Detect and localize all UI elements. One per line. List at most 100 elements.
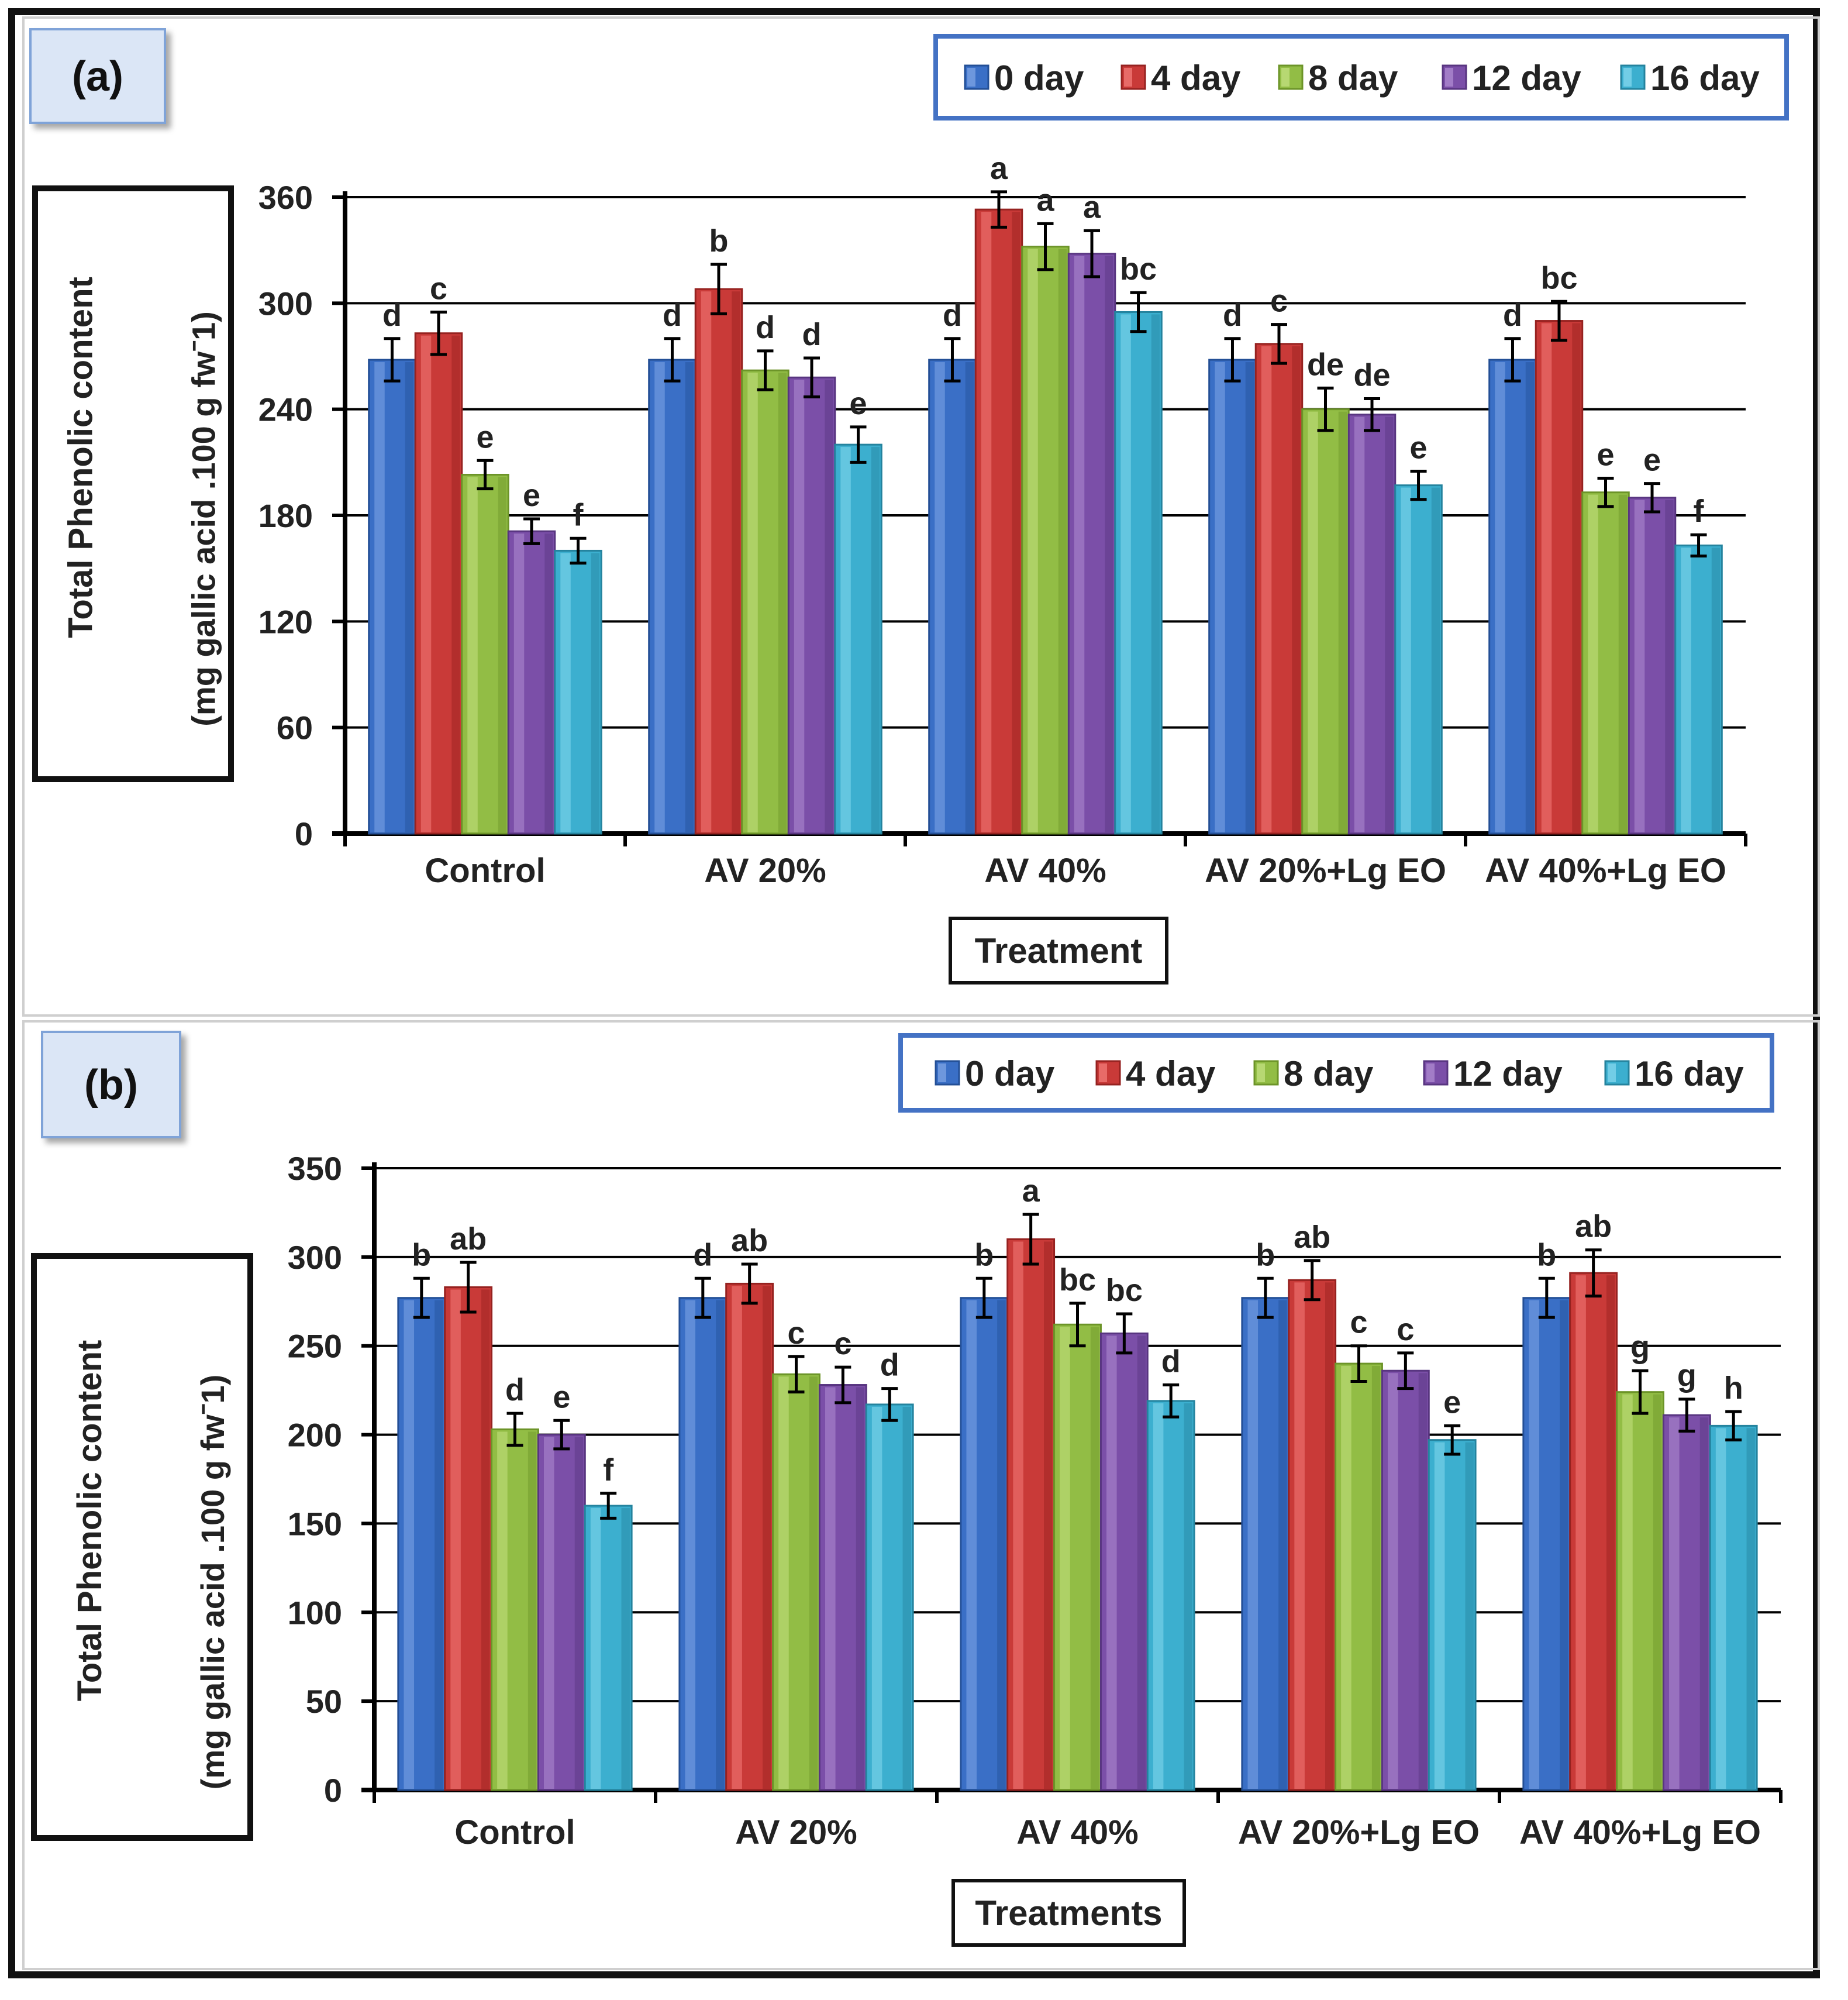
- significance-letter: d: [802, 317, 822, 352]
- bar-highlight: [685, 1300, 696, 1789]
- bar-shade: [1184, 1403, 1192, 1789]
- significance-letter: e: [476, 419, 494, 455]
- bar-highlight: [840, 447, 851, 832]
- bar-highlight: [966, 1300, 977, 1789]
- bar-highlight: [1106, 1335, 1117, 1789]
- bar-shade: [1418, 1373, 1428, 1789]
- significance-letter: f: [573, 497, 584, 532]
- significance-letter: de: [1353, 358, 1390, 393]
- y-tick-label: 250: [288, 1328, 342, 1365]
- legend-swatch-highlight: [1623, 68, 1632, 87]
- y-tick-label: 50: [306, 1683, 342, 1720]
- bar-highlight: [732, 1286, 742, 1789]
- bar-highlight: [450, 1289, 461, 1789]
- x-tick-label: AV 20%+Lg EO: [1205, 852, 1446, 890]
- legend-swatch-highlight: [1608, 1063, 1616, 1082]
- significance-letter: e: [1597, 438, 1614, 473]
- panel-label-box: [41, 1031, 181, 1138]
- bar-highlight: [1529, 1300, 1540, 1789]
- x-tick-label: Control: [454, 1813, 575, 1851]
- legend-swatch-highlight: [967, 68, 975, 87]
- significance-letter: d: [1161, 1344, 1181, 1379]
- panel-b-frame: [22, 1020, 1820, 1970]
- bar-shade: [1385, 416, 1394, 832]
- significance-letter: e: [1410, 430, 1428, 465]
- bar-highlight: [1294, 1282, 1305, 1789]
- significance-letter: de: [1307, 347, 1344, 382]
- bar-highlight: [1153, 1403, 1164, 1789]
- significance-letter: e: [1643, 443, 1661, 478]
- significance-letter: g: [1677, 1358, 1697, 1393]
- significance-letter: c: [430, 271, 447, 306]
- significance-letter: e: [850, 386, 867, 421]
- bar-shade: [1665, 500, 1674, 832]
- bar-highlight: [1669, 1417, 1680, 1789]
- bar-shade: [1151, 314, 1160, 832]
- significance-letter: f: [1694, 494, 1705, 529]
- x-tick-label: AV 20%+Lg EO: [1238, 1813, 1480, 1851]
- bar-shade: [1338, 411, 1347, 832]
- bar-shade: [732, 291, 740, 833]
- bar-highlight: [544, 1437, 554, 1789]
- y-tick-label: 200: [288, 1417, 342, 1454]
- bar-shade: [1431, 487, 1440, 832]
- legend-label: 0 day: [994, 58, 1084, 98]
- bar-highlight: [1634, 500, 1645, 832]
- legend-label: 4 day: [1126, 1054, 1216, 1093]
- significance-letter: e: [1443, 1385, 1461, 1420]
- bar-shade: [1044, 1241, 1053, 1789]
- bar-highlight: [1622, 1394, 1633, 1789]
- bar-highlight: [794, 380, 805, 832]
- bar-shade: [1278, 1300, 1287, 1789]
- bar-shade: [435, 1300, 443, 1789]
- significance-letter: d: [693, 1237, 712, 1272]
- bar-shade: [451, 335, 460, 832]
- bar-highlight: [1388, 1373, 1398, 1789]
- bar-shade: [1618, 494, 1628, 832]
- significance-letter: d: [756, 310, 775, 345]
- legend-swatch-highlight: [1257, 1063, 1265, 1082]
- x-axis-label: Treatment: [975, 931, 1143, 970]
- significance-letter: g: [1630, 1330, 1650, 1365]
- significance-letter: ab: [1294, 1220, 1330, 1255]
- significance-letter: a: [1022, 1173, 1040, 1209]
- significance-letter: d: [382, 298, 402, 333]
- y-tick-label: 120: [258, 603, 313, 640]
- bar-highlight: [1120, 314, 1131, 832]
- significance-letter: c: [834, 1326, 851, 1361]
- x-tick-label: AV 40%+Lg EO: [1485, 852, 1726, 890]
- y-axis-label-box: [32, 185, 234, 782]
- bar-shade: [856, 1387, 865, 1789]
- bar-highlight: [1261, 346, 1272, 832]
- significance-letter: bc: [1106, 1273, 1143, 1308]
- bar-shade: [1560, 1300, 1568, 1789]
- x-tick-label: AV 40%+Lg EO: [1519, 1813, 1761, 1851]
- bar-highlight: [1434, 1442, 1445, 1789]
- bar-highlight: [497, 1431, 508, 1789]
- significance-letter: bc: [1540, 260, 1577, 295]
- bar-shade: [965, 362, 974, 832]
- significance-letter: d: [1503, 298, 1522, 333]
- bar-highlight: [1215, 362, 1225, 832]
- y-axis-label-line2: (mg gallic acid .100 g fwˉ1): [185, 311, 222, 727]
- x-tick-label: AV 20%: [704, 852, 826, 890]
- bar-shade: [591, 553, 600, 832]
- significance-letter: b: [974, 1237, 994, 1272]
- x-axis-label-box: [949, 917, 1168, 984]
- bar-highlight: [1341, 1366, 1351, 1789]
- bar-shade: [1653, 1394, 1662, 1789]
- bar-shade: [574, 1437, 584, 1789]
- y-tick-label: 180: [258, 497, 313, 534]
- bar-shade: [544, 533, 553, 832]
- legend-label: 8 day: [1284, 1054, 1374, 1093]
- bar-highlight: [701, 291, 712, 833]
- bar-shade: [621, 1508, 630, 1789]
- bar-highlight: [825, 1387, 836, 1789]
- significance-letter: c: [1397, 1312, 1414, 1347]
- significance-letter: a: [1083, 190, 1101, 225]
- y-axis-label-box: [31, 1253, 253, 1841]
- bar-shade: [405, 362, 414, 832]
- bar-highlight: [1681, 548, 1691, 832]
- y-tick-label: 300: [258, 285, 313, 322]
